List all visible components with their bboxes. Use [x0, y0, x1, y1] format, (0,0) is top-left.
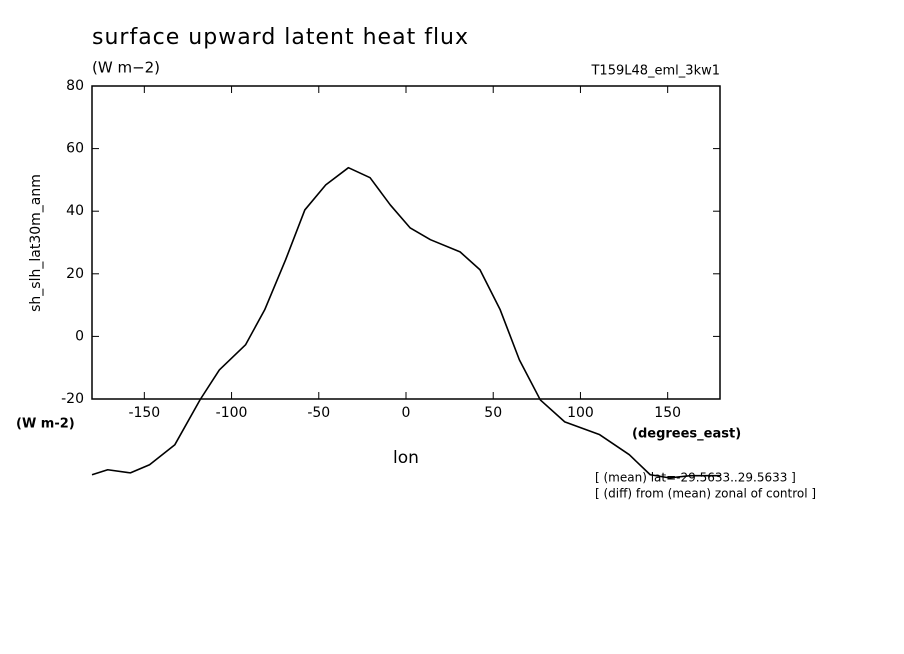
y-tick-label: 40 [66, 203, 84, 219]
plot-frame [91, 85, 721, 400]
x-axis-label: lon [393, 448, 419, 468]
x-tick-label: 150 [654, 405, 681, 421]
annotation: [ (mean) lat=-29.5633..29.5633 ] [595, 471, 796, 485]
x-unit: (degrees_east) [632, 427, 741, 442]
x-tick-label: -150 [128, 405, 160, 421]
y-unit: (W m-2) [16, 417, 75, 432]
y-tick-label: 60 [66, 141, 84, 157]
x-tick-label: -50 [307, 405, 330, 421]
annotation: [ (diff) from (mean) zonal of control ] [595, 487, 816, 501]
experiment-label: T159L48_eml_3kw1 [590, 64, 720, 79]
y-axis-label: sh_slh_lat30m_anm [28, 174, 44, 312]
x-tick-label: -100 [216, 405, 248, 421]
x-tick-label: 100 [567, 405, 594, 421]
chart-title: surface upward latent heat flux [92, 25, 469, 50]
y-tick-label: -20 [61, 391, 84, 407]
chart-subtitle: (W m−2) [92, 59, 160, 77]
y-tick-label: 20 [66, 266, 84, 282]
y-tick-label: 0 [75, 328, 84, 344]
data-line [91, 166, 720, 479]
x-tick-label: 0 [402, 405, 411, 421]
x-tick-label: 50 [484, 405, 502, 421]
y-tick-label: 80 [66, 78, 84, 94]
